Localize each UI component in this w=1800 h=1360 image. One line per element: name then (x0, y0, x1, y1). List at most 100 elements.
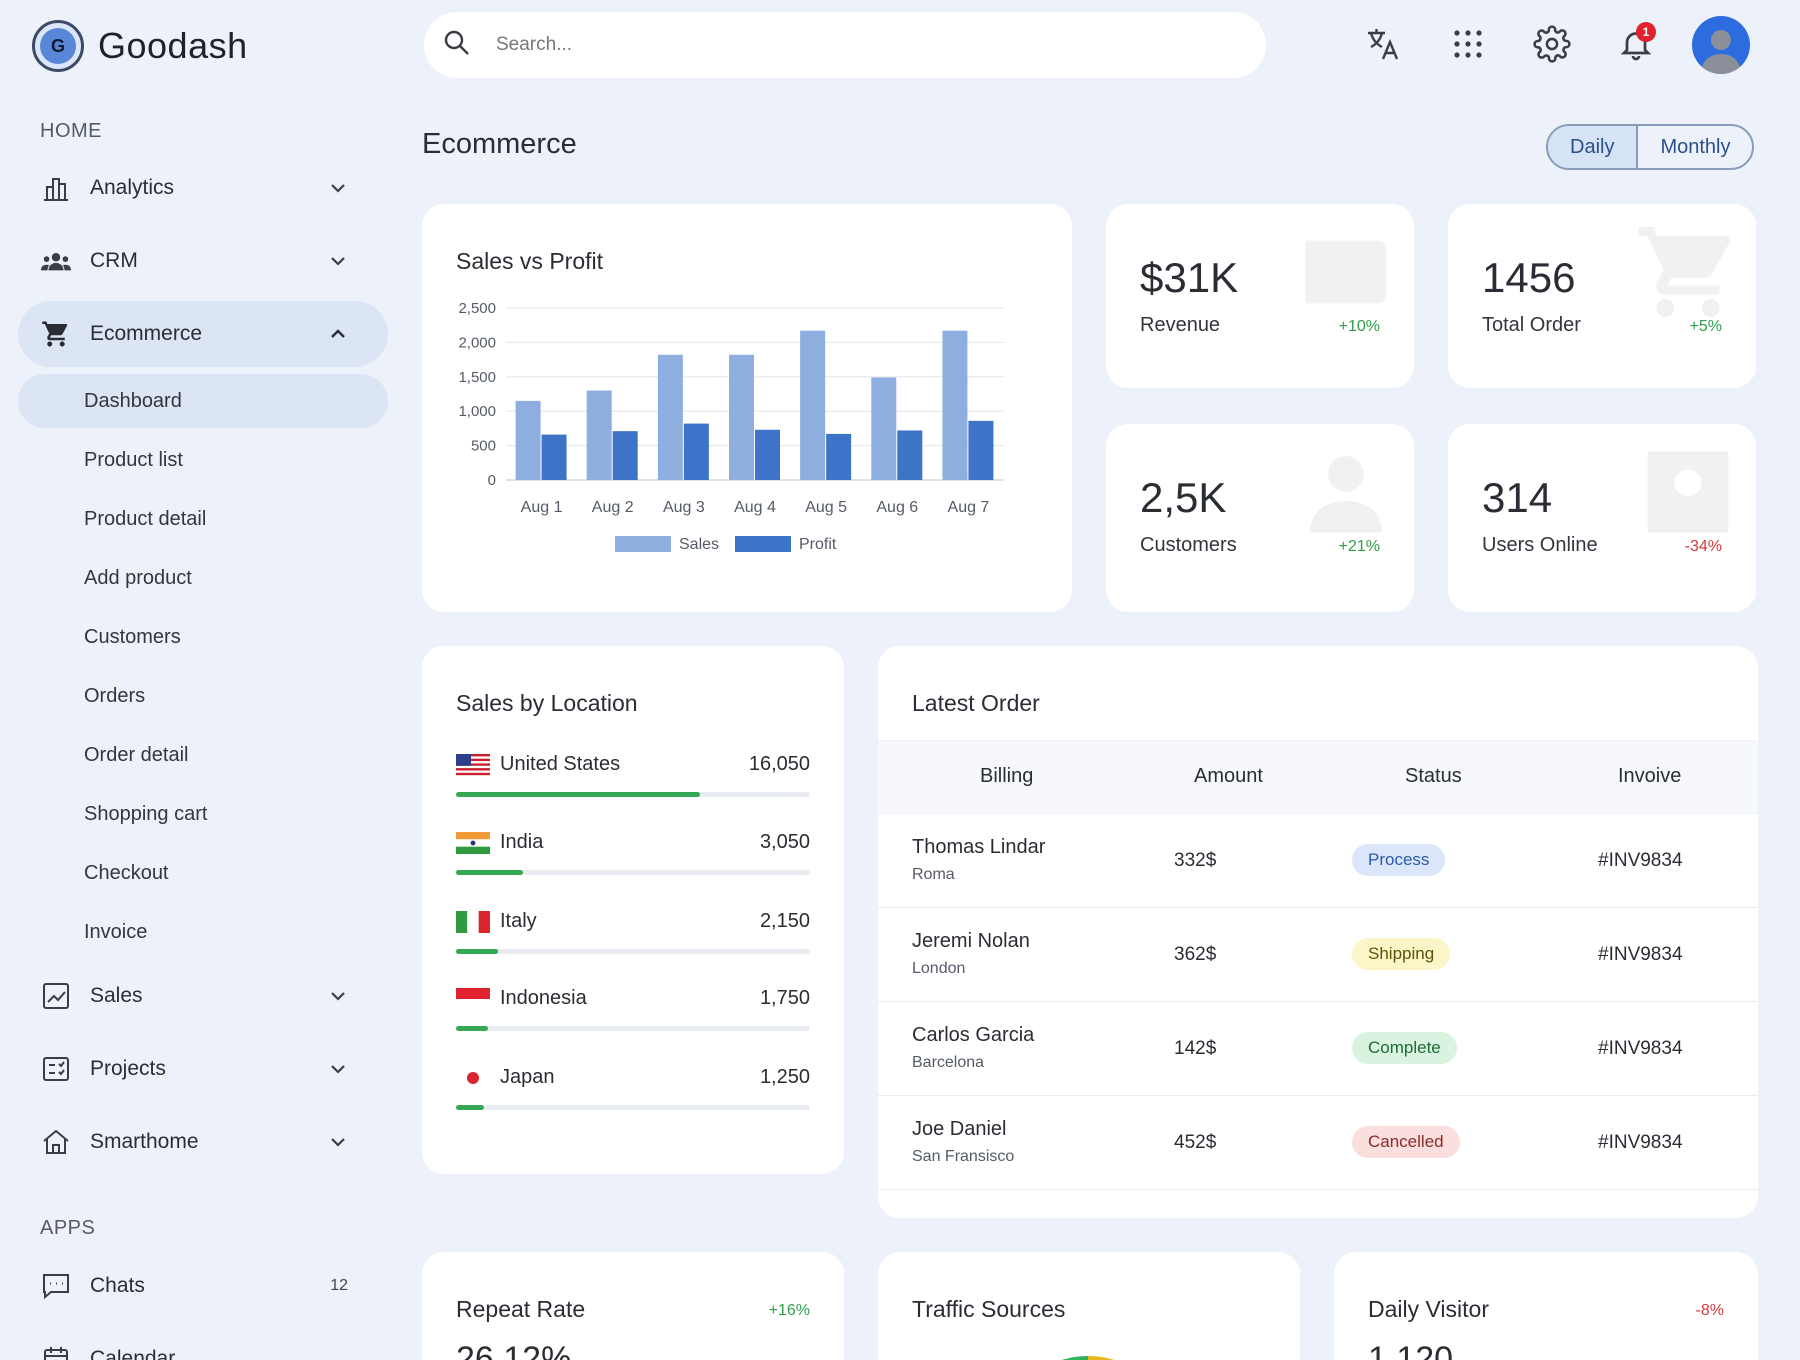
toggle-daily[interactable]: Daily (1548, 126, 1639, 168)
us-flag-icon (456, 754, 490, 776)
settings-gear-icon[interactable] (1530, 22, 1574, 66)
bar-sales (515, 400, 541, 480)
location-value: 2,150 (759, 910, 810, 932)
daily-visitor-delta: -8% (1695, 1302, 1724, 1319)
cart-icon (40, 318, 72, 350)
sidebar-subitem-dashboard[interactable]: Dashboard (18, 374, 388, 428)
trending-chart-icon (40, 980, 72, 1012)
y-tick-label: 2,000 (458, 334, 496, 351)
daily-visitor-card: Daily Visitor -8% 1,120 (1334, 1252, 1758, 1360)
repeat-rate-value: 26,12% (456, 1340, 572, 1360)
sidebar-item-chats[interactable]: Chats 12 (18, 1253, 388, 1319)
column-header-invoice[interactable]: Invoive (1618, 765, 1682, 787)
billing-city: Roma (912, 866, 955, 883)
location-country: India (500, 831, 544, 853)
invoice-number[interactable]: #INV9834 (1598, 944, 1683, 965)
billing-city: Barcelona (912, 1054, 985, 1071)
indonesia-flag-icon (456, 988, 490, 1010)
location-value: 1,750 (759, 987, 810, 1009)
chevron-down-icon (326, 1057, 350, 1081)
italy-flag-icon (456, 911, 490, 933)
location-value: 1,250 (759, 1066, 810, 1088)
x-tick-label: Aug 6 (876, 499, 918, 516)
sidebar-subitem-shopping-cart[interactable]: Shopping cart (84, 802, 208, 825)
invoice-number[interactable]: #INV9834 (1598, 1132, 1683, 1153)
x-tick-label: Aug 5 (805, 499, 847, 516)
translate-icon[interactable] (1362, 22, 1406, 66)
sidebar-subitem-checkout[interactable]: Checkout (84, 861, 169, 884)
notification-count-badge: 1 (1636, 22, 1656, 42)
column-header-billing[interactable]: Billing (980, 765, 1034, 787)
sidebar-subitem-invoice[interactable]: Invoice (84, 920, 148, 943)
india-flag-icon (456, 832, 490, 854)
bar-sales (942, 330, 968, 480)
chevron-up-icon (326, 322, 350, 346)
bar-sales (657, 354, 683, 480)
bar-profit (755, 429, 780, 480)
stat-card-revenue: $31K Revenue +10% (1106, 204, 1414, 388)
legend-swatch-profit (735, 536, 791, 552)
brand-logo-letter: G (40, 28, 76, 64)
sidebar-item-analytics[interactable]: Analytics (18, 155, 388, 221)
billing-name: Thomas Lindar (912, 836, 1046, 858)
x-tick-label: Aug 3 (663, 499, 705, 516)
sidebar-item-label: Analytics (90, 176, 175, 199)
location-progress-fill (456, 1026, 488, 1031)
table-row[interactable]: Thomas Lindar Roma 332$ Process #INV9834 (878, 814, 1758, 908)
location-value: 16,050 (748, 753, 810, 775)
stat-value: 1456 (1482, 254, 1576, 301)
column-header-amount[interactable]: Amount (1194, 765, 1263, 787)
table-row[interactable]: Joe Daniel San Fransisco 452$ Cancelled … (878, 1096, 1758, 1190)
toggle-monthly[interactable]: Monthly (1660, 135, 1731, 158)
brand[interactable]: G Goodash (32, 20, 248, 72)
location-progress-fill (456, 949, 499, 954)
location-progress-fill (456, 870, 524, 875)
stat-value: 314 (1482, 474, 1553, 521)
order-amount: 142$ (1174, 1038, 1217, 1059)
column-header-status[interactable]: Status (1405, 765, 1462, 787)
sidebar-item-smarthome[interactable]: Smarthome (18, 1109, 388, 1175)
user-avatar[interactable] (1692, 16, 1750, 74)
sidebar-subitem-orders[interactable]: Orders (84, 684, 146, 707)
stat-card-total-order: 1456 Total Order +5% (1448, 204, 1756, 388)
sidebar-item-ecommerce[interactable]: Ecommerce (18, 301, 388, 367)
y-tick-label: 500 (471, 438, 496, 455)
invoice-number[interactable]: #INV9834 (1598, 850, 1683, 871)
card-title: Latest Order (912, 690, 1040, 716)
billing-name: Jeremi Nolan (912, 930, 1030, 952)
invoice-number[interactable]: #INV9834 (1598, 1038, 1683, 1059)
sidebar-subitem-order-detail[interactable]: Order detail (84, 743, 189, 766)
sidebar: G Goodash HOME Analytics CRM Ecommerce D… (0, 0, 400, 1360)
sidebar-subitem-customers[interactable]: Customers (84, 625, 181, 648)
sales-profit-card: Sales vs Profit 0 500 1,000 1,500 2,000 2,500… (422, 204, 1072, 612)
table-row[interactable]: Jeremi Nolan London 362$ Shipping #INV98… (878, 908, 1758, 1002)
stat-label: Users Online (1482, 534, 1598, 556)
sidebar-item-label: Calendar (90, 1347, 176, 1360)
traffic-slice-yellow (1088, 1355, 1115, 1360)
sales-profit-chart: 0 500 1,000 1,500 2,000 2,500 Aug 1 Aug 2 Aug 3 A… (458, 300, 1004, 553)
traffic-slice-green (1061, 1355, 1088, 1360)
card-title: Sales by Location (456, 690, 638, 716)
search-input[interactable] (496, 34, 1196, 56)
apps-grid-icon[interactable] (1446, 22, 1490, 66)
search-bar[interactable] (424, 12, 1266, 78)
table-row[interactable]: Carlos Garcia Barcelona 142$ Complete #I… (878, 1002, 1758, 1096)
section-label-apps: APPS (40, 1217, 96, 1239)
legend-swatch-sales (615, 536, 671, 552)
latest-order-card: Latest Order Billing Amount Status Invoi… (878, 646, 1758, 1218)
wallet-icon (1305, 240, 1387, 304)
order-amount: 332$ (1174, 850, 1217, 871)
sidebar-subitem-product-detail[interactable]: Product detail (84, 507, 207, 530)
sidebar-item-crm[interactable]: CRM (18, 228, 388, 294)
stat-delta: -34% (1684, 538, 1722, 555)
sidebar-item-projects[interactable]: Projects (18, 1036, 388, 1102)
notification-bell-icon[interactable]: 1 (1614, 22, 1658, 66)
card-title: Sales vs Profit (456, 248, 603, 274)
sidebar-item-label: Projects (90, 1057, 166, 1080)
sidebar-subitem-add-product[interactable]: Add product (84, 566, 192, 589)
sidebar-item-sales[interactable]: Sales (18, 963, 388, 1029)
sidebar-subitem-product-list[interactable]: Product list (84, 448, 183, 471)
sidebar-item-calendar[interactable]: Calendar (18, 1326, 388, 1360)
y-tick-label: 0 (488, 472, 496, 489)
billing-city: San Fransisco (912, 1148, 1015, 1165)
